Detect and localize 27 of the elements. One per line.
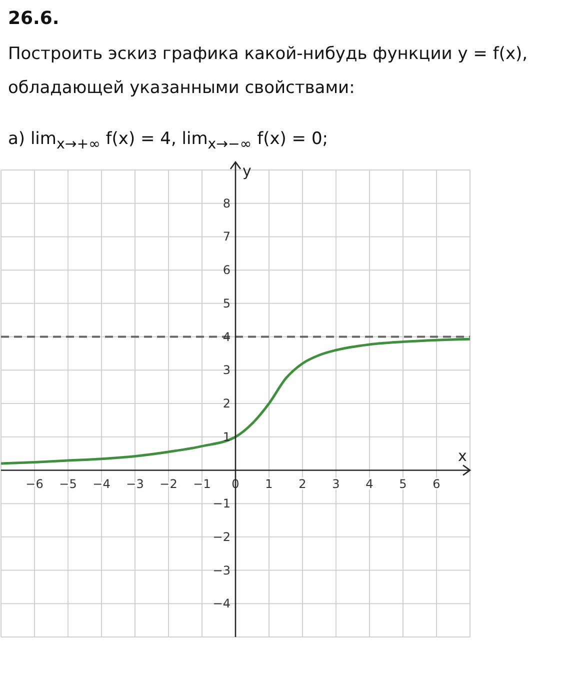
chart-subtitle: Построить эскиз графика какой-нибудь функции y = f(x), обладающей указанными свойствами: [8, 43, 529, 100]
y-tick-label: 8 [222, 196, 230, 211]
y-axis-title: y [242, 162, 252, 180]
x-tick-label: 2 [298, 478, 306, 492]
x-tick-label: 4 [366, 478, 374, 492]
y-tick-label: 7 [222, 230, 230, 244]
chart-title: 26.6. [8, 8, 60, 29]
x-tick-label: −1 [193, 478, 211, 492]
y-tick-label: 2 [222, 396, 230, 411]
y-tick-label: −4 [212, 597, 230, 612]
text: а) lim$_{x→+∞}$ f(x) = 4, lim$_{x→−∞}$ f(x) = 0; [8, 129, 329, 152]
y-tick-label: 3 [222, 364, 230, 378]
x-tick-label: −2 [160, 478, 178, 492]
x-tick-label: −5 [59, 478, 77, 492]
y-tick-label: −3 [212, 564, 230, 578]
x-tick-label: 5 [399, 478, 407, 492]
x-tick-label: −6 [26, 478, 44, 492]
y-tick-label: 5 [222, 296, 230, 311]
x-tick-label: −3 [126, 478, 144, 492]
x-tick-label: 3 [332, 478, 340, 492]
y-tick-label: −1 [212, 496, 230, 511]
y-tick-label: −2 [212, 530, 230, 544]
x-tick-label: −4 [92, 478, 110, 492]
y-tick-label: 6 [222, 263, 230, 278]
x-axis-title: x [458, 448, 467, 466]
x-tick-label: 6 [432, 478, 440, 492]
x-tick-label: 1 [265, 478, 273, 492]
